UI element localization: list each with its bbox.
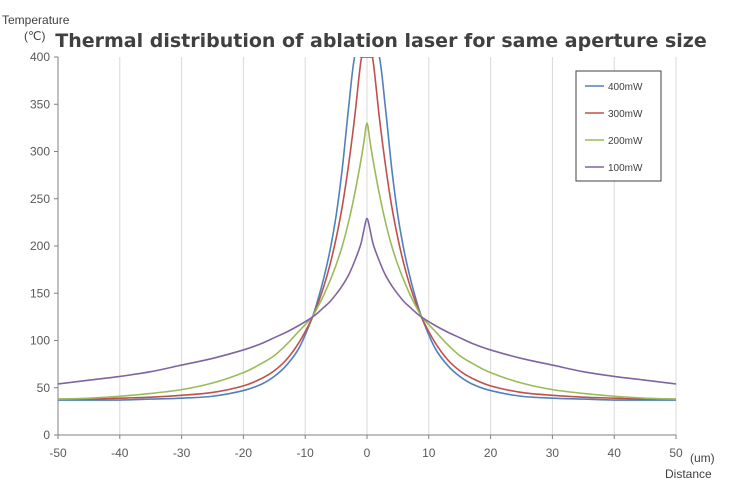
x-tick-label: -30 bbox=[173, 446, 191, 460]
x-tick-label: 20 bbox=[484, 446, 498, 460]
y-tick-label: 400 bbox=[30, 50, 50, 64]
x-tick-label: 10 bbox=[422, 446, 436, 460]
y-tick-label: 0 bbox=[43, 428, 50, 442]
series-line-100mW bbox=[58, 217, 676, 385]
legend-label: 400mW bbox=[608, 82, 643, 93]
grid-lines bbox=[57, 57, 677, 435]
x-axis-label: Distance bbox=[665, 467, 712, 481]
chart-title: Thermal distribution of ablation laser f… bbox=[55, 30, 706, 52]
x-tick-label: 40 bbox=[608, 446, 622, 460]
y-tick-label: 250 bbox=[30, 192, 50, 206]
x-axis-unit: (um) bbox=[690, 451, 715, 465]
y-tick-label: 200 bbox=[30, 239, 50, 253]
x-tick-label: 30 bbox=[546, 446, 560, 460]
series-line-200mW bbox=[58, 122, 676, 400]
y-tick-label: 100 bbox=[30, 334, 50, 348]
legend-box bbox=[575, 70, 662, 182]
x-tick-label: -50 bbox=[49, 446, 67, 460]
y-axis-label: Temperature bbox=[2, 13, 70, 27]
y-axis-unit: (℃) bbox=[24, 29, 45, 43]
legend-label: 200mW bbox=[608, 136, 643, 147]
x-tick-label: -20 bbox=[235, 446, 253, 460]
x-tick-label: 0 bbox=[364, 446, 371, 460]
axes: 0 50 100 150 200 250 300 350 400 -50 -40 -30 -20 -10 0… bbox=[30, 50, 683, 460]
series-lines bbox=[58, 57, 676, 401]
legend: 400mW 300mW 200mW 100mW bbox=[575, 70, 662, 182]
series-line-300mW bbox=[58, 57, 676, 400]
series-line-400mW bbox=[58, 57, 676, 401]
y-tick-label: 300 bbox=[30, 145, 50, 159]
legend-label: 100mW bbox=[608, 163, 643, 174]
y-tick-label: 50 bbox=[37, 381, 51, 395]
legend-label: 300mW bbox=[608, 109, 643, 120]
x-tick-label: 50 bbox=[669, 446, 683, 460]
x-tick-label: -10 bbox=[297, 446, 315, 460]
x-tick-label: -40 bbox=[111, 446, 129, 460]
y-tick-label: 350 bbox=[30, 97, 50, 111]
y-tick-label: 150 bbox=[30, 286, 50, 300]
